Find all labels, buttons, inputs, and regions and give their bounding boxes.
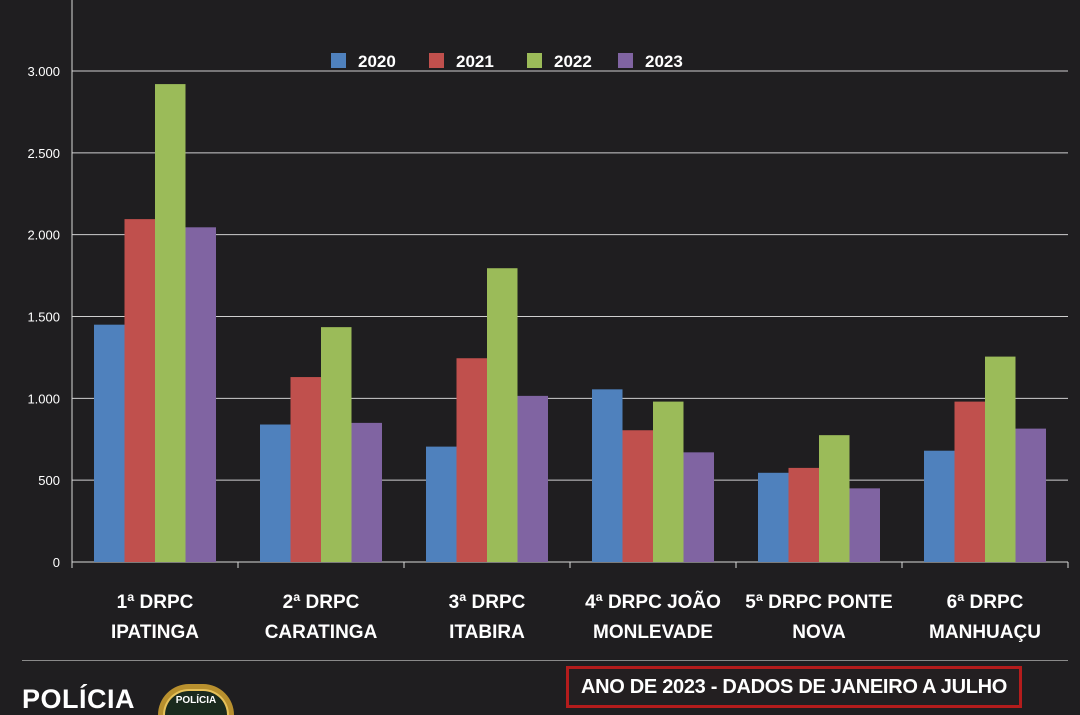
category-label: 1ª DRPC — [117, 592, 194, 613]
bar — [124, 219, 155, 562]
bar — [487, 268, 518, 562]
legend-swatch — [331, 53, 346, 68]
bar — [456, 358, 487, 562]
bar — [260, 424, 291, 562]
police-brand-text: POLÍCIA — [22, 684, 136, 714]
category-label: 5ª DRPC PONTE — [745, 592, 892, 613]
y-tick-label: 500 — [38, 473, 60, 488]
y-tick-label: 1.000 — [27, 391, 60, 406]
bar — [321, 327, 352, 562]
category-labels: 1ª DRPC IPATINGA 2ª DRPC CARATINGA 3ª DRPC IT… — [111, 591, 1041, 643]
bar — [592, 389, 623, 562]
legend-label: 2022 — [554, 52, 592, 71]
y-tick-label: 0 — [53, 555, 60, 570]
bar — [924, 450, 955, 562]
y-tick-label: 2.500 — [27, 146, 60, 161]
category-label: IPATINGA — [111, 622, 199, 643]
bar — [351, 422, 382, 562]
bars — [94, 84, 1046, 563]
footer-divider — [22, 660, 1068, 661]
legend-swatch — [429, 53, 444, 68]
legend-label: 2020 — [358, 52, 396, 71]
legend-label: 2021 — [456, 52, 494, 71]
category-label: 3ª DRPC — [449, 592, 526, 613]
bar — [849, 488, 880, 562]
category-label: CARATINGA — [265, 622, 378, 643]
category-label: NOVA — [792, 622, 846, 643]
bar — [290, 377, 321, 562]
bar — [1015, 428, 1046, 562]
bar — [185, 227, 216, 562]
y-tick-label: 1.500 — [27, 310, 60, 325]
category-label: 6ª DRPC — [947, 592, 1024, 613]
bar — [985, 356, 1016, 562]
bar — [954, 401, 985, 562]
legend-swatch — [527, 53, 542, 68]
period-text: ANO DE 2023 - DADOS DE JANEIRO A JULHO — [580, 675, 1008, 698]
category-label: 2ª DRPC — [283, 592, 360, 613]
bar — [653, 401, 684, 562]
bar — [683, 452, 714, 562]
category-label: MONLEVADE — [593, 622, 713, 643]
y-tick-labels: 0 500 1.000 1.500 2.000 2.500 3.000 — [27, 64, 60, 570]
bar — [94, 324, 125, 562]
badge-inner: POLÍCIA — [163, 689, 229, 715]
bar — [426, 446, 457, 562]
y-tick-label: 3.000 — [27, 64, 60, 79]
legend: 2020 2021 2022 2023 — [331, 52, 683, 71]
legend-label: 2023 — [645, 52, 683, 71]
bar — [819, 435, 850, 562]
police-badge-icon: POLÍCIA — [158, 684, 234, 715]
bar — [622, 430, 653, 562]
badge-text: POLÍCIA — [175, 695, 217, 706]
legend-swatch — [618, 53, 633, 68]
category-label: MANHUAÇU — [929, 622, 1041, 643]
bar — [517, 395, 548, 562]
period-banner: ANO DE 2023 - DADOS DE JANEIRO A JULHO — [566, 666, 1022, 708]
y-tick-label: 2.000 — [27, 228, 60, 243]
bar — [758, 472, 789, 562]
axes — [71, 0, 1069, 568]
bar — [155, 84, 186, 563]
gridlines — [72, 70, 1068, 481]
category-label: 4ª DRPC JOÃO — [585, 591, 721, 613]
bar — [788, 467, 819, 562]
category-label: ITABIRA — [449, 622, 525, 643]
